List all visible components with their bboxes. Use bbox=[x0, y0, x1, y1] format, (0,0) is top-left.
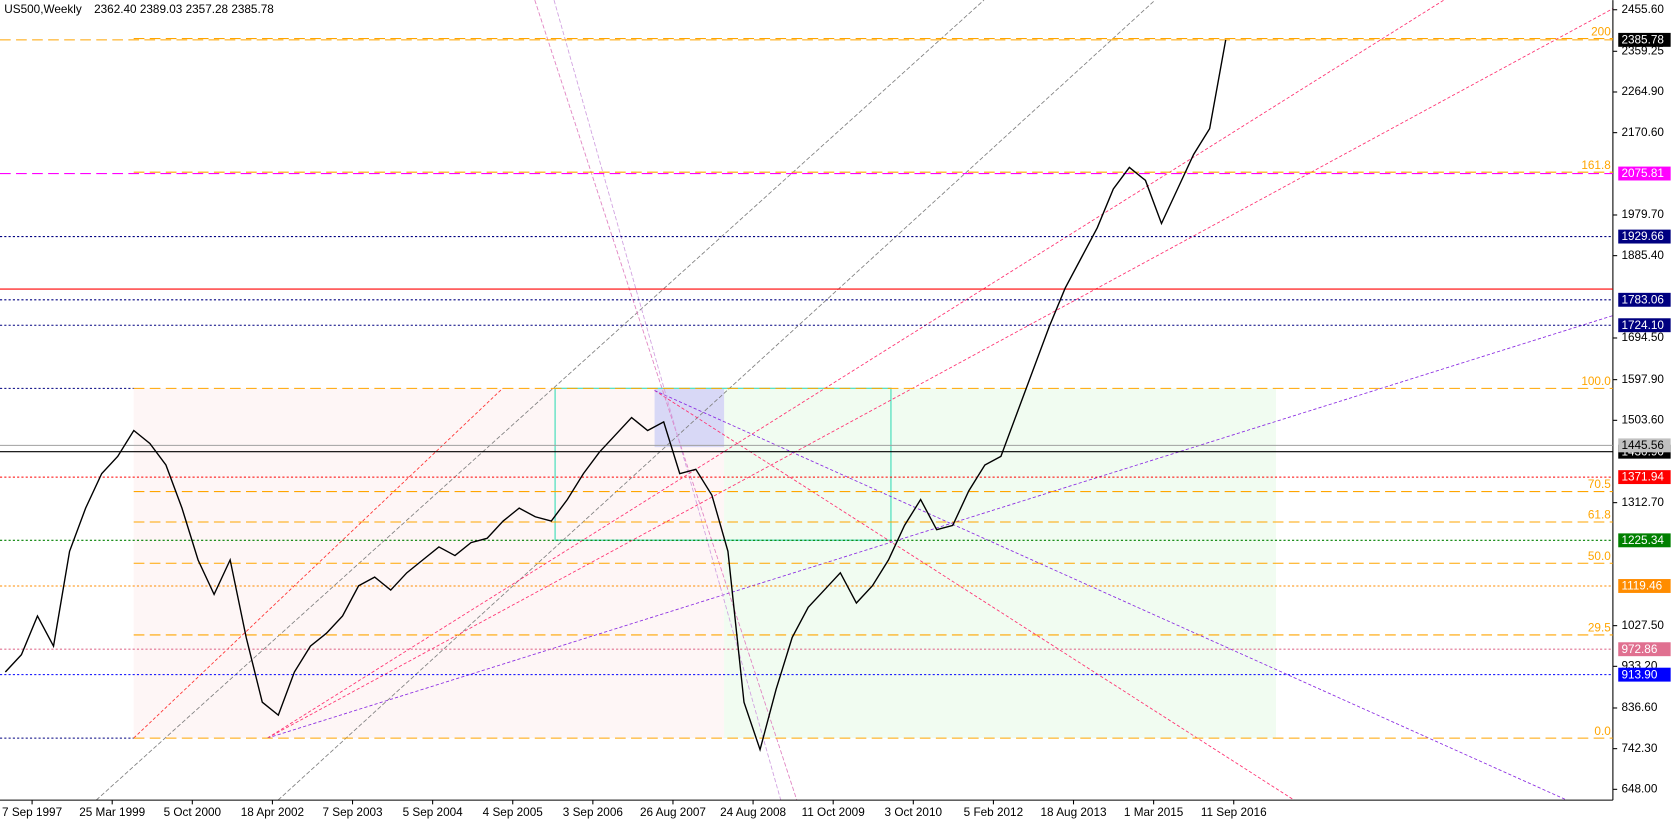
y-tick-label: 2455.60 bbox=[1621, 3, 1664, 16]
trend-line bbox=[534, 0, 798, 801]
fibo-label: 50.0 bbox=[1588, 550, 1611, 563]
x-tick-label: 3 Sep 2006 bbox=[563, 806, 624, 819]
price-label-box bbox=[1618, 579, 1671, 593]
x-tick-label: 11 Oct 2009 bbox=[802, 806, 865, 819]
y-tick-label: 1503.60 bbox=[1621, 413, 1664, 426]
price-label-box bbox=[1618, 32, 1671, 47]
fibo-label: 0.0 bbox=[1594, 725, 1611, 738]
price-label-box bbox=[1618, 318, 1671, 333]
fibo-label: 61.8 bbox=[1588, 509, 1611, 522]
x-tick-label: 5 Feb 2012 bbox=[964, 806, 1023, 819]
price-label-box bbox=[1618, 438, 1671, 453]
fibo-label: 200 bbox=[1591, 25, 1611, 38]
y-tick-label: 1694.50 bbox=[1621, 331, 1664, 344]
x-tick-label: 5 Oct 2000 bbox=[164, 806, 222, 819]
x-tick-label: 26 Aug 2007 bbox=[640, 806, 706, 819]
price-label: 2075.81 bbox=[1621, 167, 1663, 180]
trend-line bbox=[95, 0, 985, 801]
trend-line bbox=[553, 0, 782, 801]
x-tick-label: 7 Sep 2003 bbox=[322, 806, 383, 819]
y-tick-label: 1885.40 bbox=[1621, 249, 1664, 262]
price-label: 1445.56 bbox=[1621, 439, 1664, 452]
price-label: 913.90 bbox=[1621, 668, 1657, 681]
trend-line bbox=[654, 390, 1295, 801]
trend-line bbox=[267, 0, 1445, 739]
price-label: 1119.46 bbox=[1621, 580, 1662, 593]
price-label-box bbox=[1618, 470, 1671, 485]
y-tick-label: 648.00 bbox=[1621, 782, 1657, 795]
fibo-label: 70.5 bbox=[1588, 478, 1611, 491]
x-tick-label: 11 Sep 2016 bbox=[1201, 806, 1267, 819]
fibo-label: 161.8 bbox=[1581, 159, 1611, 172]
x-tick-label: 7 Sep 1997 bbox=[2, 806, 62, 819]
chart-quote: 2362.40 2389.03 2357.28 2385.78 bbox=[94, 3, 274, 16]
price-label: 1783.06 bbox=[1621, 293, 1664, 306]
trend-line bbox=[267, 8, 1614, 739]
price-label: 1724.10 bbox=[1621, 319, 1664, 332]
price-label-box bbox=[1618, 292, 1671, 307]
y-tick-label: 1979.70 bbox=[1621, 208, 1664, 221]
price-label: 1225.34 bbox=[1621, 534, 1664, 547]
x-tick-label: 3 Oct 2010 bbox=[885, 806, 943, 819]
price-label-box bbox=[1618, 229, 1671, 244]
chart-title: US500,Weekly bbox=[4, 3, 82, 16]
trend-line bbox=[277, 0, 1156, 801]
x-tick-label: 18 Apr 2002 bbox=[241, 806, 304, 819]
x-tick-label: 25 Mar 1999 bbox=[79, 806, 145, 819]
price-label: 2385.78 bbox=[1621, 33, 1664, 46]
x-tick-label: 18 Aug 2013 bbox=[1041, 806, 1107, 819]
y-tick-label: 2264.90 bbox=[1621, 85, 1664, 98]
y-tick-label: 2359.25 bbox=[1621, 44, 1664, 57]
x-tick-label: 5 Sep 2004 bbox=[403, 806, 464, 819]
y-tick-label: 1312.70 bbox=[1621, 496, 1664, 509]
y-tick-label: 2170.60 bbox=[1621, 126, 1664, 139]
y-tick-label: 1597.90 bbox=[1621, 373, 1664, 386]
y-tick-label: 1027.50 bbox=[1621, 619, 1664, 632]
x-tick-label: 4 Sep 2005 bbox=[483, 806, 544, 819]
price-line-series bbox=[4, 39, 1227, 753]
x-tick-label: 24 Aug 2008 bbox=[720, 806, 786, 819]
trend-line bbox=[654, 390, 1568, 801]
price-label-box bbox=[1618, 642, 1671, 657]
price-label-box bbox=[1618, 533, 1671, 548]
y-tick-label: 836.60 bbox=[1621, 701, 1657, 714]
price-label: 1929.66 bbox=[1621, 230, 1664, 243]
y-tick-label: 742.30 bbox=[1621, 742, 1657, 755]
price-label-box bbox=[1618, 667, 1671, 682]
fibo-label: 29.5 bbox=[1588, 622, 1611, 635]
price-label: 1371.94 bbox=[1621, 471, 1664, 484]
x-tick-label: 1 Mar 2015 bbox=[1124, 806, 1184, 819]
fibo-label: 100.0 bbox=[1581, 375, 1611, 388]
price-label: 972.86 bbox=[1621, 643, 1657, 656]
price-label-box bbox=[1618, 166, 1671, 181]
